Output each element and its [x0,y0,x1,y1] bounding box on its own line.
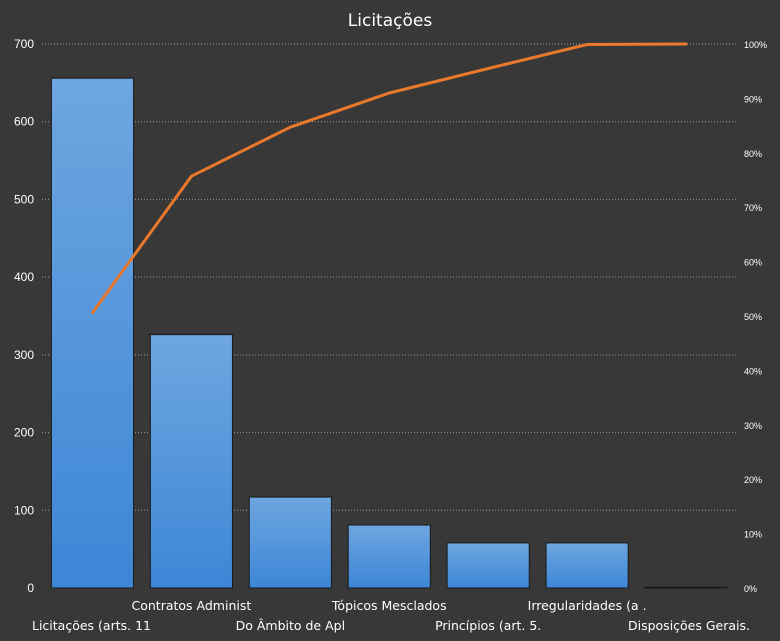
chart-title: Licitações [348,11,433,31]
x-tick-label: Licitações (arts. 11 [32,618,151,633]
y2-tick-label: 70% [744,203,762,213]
y2-tick-label: 50% [744,312,762,322]
y-tick-label: 100 [14,503,34,517]
y2-tick-label: 30% [744,421,762,431]
bar [347,524,431,589]
x-tick-label: Tópicos Mesclados [331,598,447,613]
y-axis: 0 100 200 300 400 500 600 700 [14,37,34,595]
x-tick-label: Irregularidades (a . [528,598,647,613]
y2-tick-label: 40% [744,366,762,376]
x-axis: Licitações (arts. 11 Contratos Administ Do… [32,598,750,633]
gridlines [42,43,738,511]
y2-tick-label: 90% [744,94,762,104]
y-tick-label: 400 [14,270,34,284]
bar [446,542,530,589]
bar [248,496,332,589]
y2-axis: 0% 10% 20% 30% 40% 50% 60% 70% 80% 90% 100% [744,40,767,594]
y-tick-label: 300 [14,348,34,362]
x-tick-label: Contratos Administ [132,598,252,613]
y-tick-label: 0 [27,581,34,595]
y2-tick-label: 100% [744,40,767,50]
x-tick-label: Disposições Gerais. [628,618,750,633]
y2-tick-label: 10% [744,530,762,540]
y-tick-label: 500 [14,192,34,206]
y2-tick-label: 0% [744,584,757,594]
x-tick-label: Princípios (art. 5. [435,618,541,633]
bars [50,77,728,589]
bar [50,77,135,589]
y2-tick-label: 20% [744,475,762,485]
bar [149,334,233,589]
x-tick-label: Do Âmbito de Apl [236,618,345,633]
y-tick-label: 600 [14,115,34,129]
y-tick-label: 200 [14,426,34,440]
cumulative-line-path [91,42,688,315]
y2-tick-label: 60% [744,258,762,268]
bar [545,542,629,589]
bar [644,586,728,589]
y2-tick-label: 80% [744,149,762,159]
cumulative-line [91,42,688,315]
y-tick-label: 700 [14,37,34,51]
